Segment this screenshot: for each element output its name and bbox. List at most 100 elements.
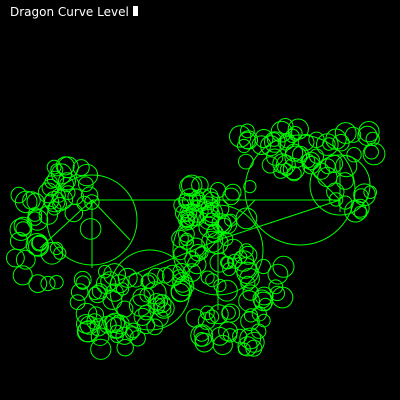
curve-loop: [46, 170, 65, 188]
curve-loop: [178, 234, 195, 250]
curve-loop: [125, 322, 142, 338]
curve-loop: [364, 144, 379, 160]
curve-loop: [218, 321, 238, 342]
curve-loop: [88, 286, 102, 301]
curve-loop: [268, 279, 284, 295]
curve-loop: [243, 308, 259, 323]
curve-loop: [255, 258, 271, 275]
curve-loop: [211, 213, 232, 233]
curve-loop: [28, 274, 48, 294]
curve-loop: [326, 182, 345, 201]
curve-loop: [70, 283, 89, 301]
curve-loop: [55, 156, 75, 176]
curve-loop: [235, 207, 258, 230]
curve-loop: [194, 332, 209, 347]
curve-loop: [28, 235, 49, 257]
curve-loop: [224, 213, 238, 227]
curve-loop: [184, 251, 201, 268]
curve-loop: [284, 145, 308, 169]
curve-loop: [91, 283, 109, 300]
curve-loop: [190, 194, 208, 212]
curve-loop: [363, 185, 378, 199]
curve-loop: [109, 274, 129, 294]
curve-loop: [200, 305, 215, 321]
curve-loop: [201, 230, 224, 253]
curve-loop: [243, 180, 257, 194]
curve-loop: [139, 287, 155, 303]
skeleton-line: [91, 199, 131, 241]
curve-loop: [22, 191, 41, 210]
curve-loop: [189, 244, 207, 262]
curve-loop: [146, 318, 164, 336]
curve-loop: [27, 211, 43, 226]
curve-loop: [308, 148, 325, 164]
curve-loop: [272, 153, 293, 174]
curve-arc: [46, 174, 138, 266]
curve-loop: [272, 255, 295, 278]
curve-loop: [115, 326, 134, 345]
curve-loop: [308, 131, 325, 149]
curve-loop: [178, 193, 194, 209]
curve-loop: [200, 270, 215, 285]
curve-loop: [357, 125, 378, 146]
curve-loop: [270, 120, 293, 143]
curve-loop: [6, 248, 25, 268]
curve-loop: [178, 225, 195, 243]
curve-loop: [40, 275, 56, 292]
curve-loop: [229, 125, 252, 148]
curve-loop: [238, 245, 258, 265]
curve-loop: [238, 153, 254, 170]
curve-loop: [49, 275, 64, 290]
curve-loop: [143, 281, 167, 305]
curve-loop: [300, 153, 316, 169]
curve-loop: [199, 204, 221, 226]
curve-loop: [346, 147, 362, 163]
curve-loop: [324, 154, 344, 174]
curve-loop: [193, 325, 210, 342]
level-input[interactable]: [132, 3, 138, 21]
curve-loop: [242, 284, 259, 301]
curve-loop: [222, 238, 244, 260]
curve-loop: [234, 250, 248, 264]
curve-loop: [26, 209, 49, 231]
curve-loop: [69, 294, 86, 311]
curve-loop: [9, 231, 29, 251]
curve-loop: [75, 275, 91, 290]
curve-loop: [180, 214, 195, 229]
curve-loop: [239, 268, 260, 289]
curve-loop: [220, 255, 234, 270]
curve-loop: [77, 320, 100, 343]
curve-loop: [79, 218, 102, 240]
curve-loop: [86, 313, 103, 330]
curve-loop: [186, 237, 206, 257]
curve-loop: [325, 128, 347, 150]
curve-loop: [240, 123, 255, 139]
curve-loop: [64, 203, 84, 223]
curve-loop: [185, 308, 205, 328]
curve-loop: [90, 338, 112, 360]
curve-loop: [117, 267, 138, 288]
curve-loop: [10, 186, 28, 204]
curve-loop: [353, 205, 368, 220]
curve-loop: [80, 186, 99, 204]
curve-loop: [221, 305, 236, 320]
curve-loop: [253, 291, 274, 312]
curve-loop: [264, 131, 286, 153]
curve-loop: [133, 307, 152, 326]
curve-loop: [40, 242, 64, 265]
curve-loop: [172, 272, 193, 293]
curve-loop: [53, 246, 67, 260]
curve-loop: [297, 133, 315, 151]
curve-loop: [98, 264, 112, 279]
curve-loop: [100, 271, 120, 291]
curve-loop: [157, 267, 174, 284]
title-row: Dragon Curve Level: [10, 5, 138, 19]
curve-loop: [362, 142, 386, 166]
curve-loop: [216, 214, 238, 235]
curve-loop: [179, 216, 194, 231]
curve-loop: [335, 155, 358, 178]
curve-loop: [178, 188, 202, 211]
curve-loop: [197, 312, 216, 330]
